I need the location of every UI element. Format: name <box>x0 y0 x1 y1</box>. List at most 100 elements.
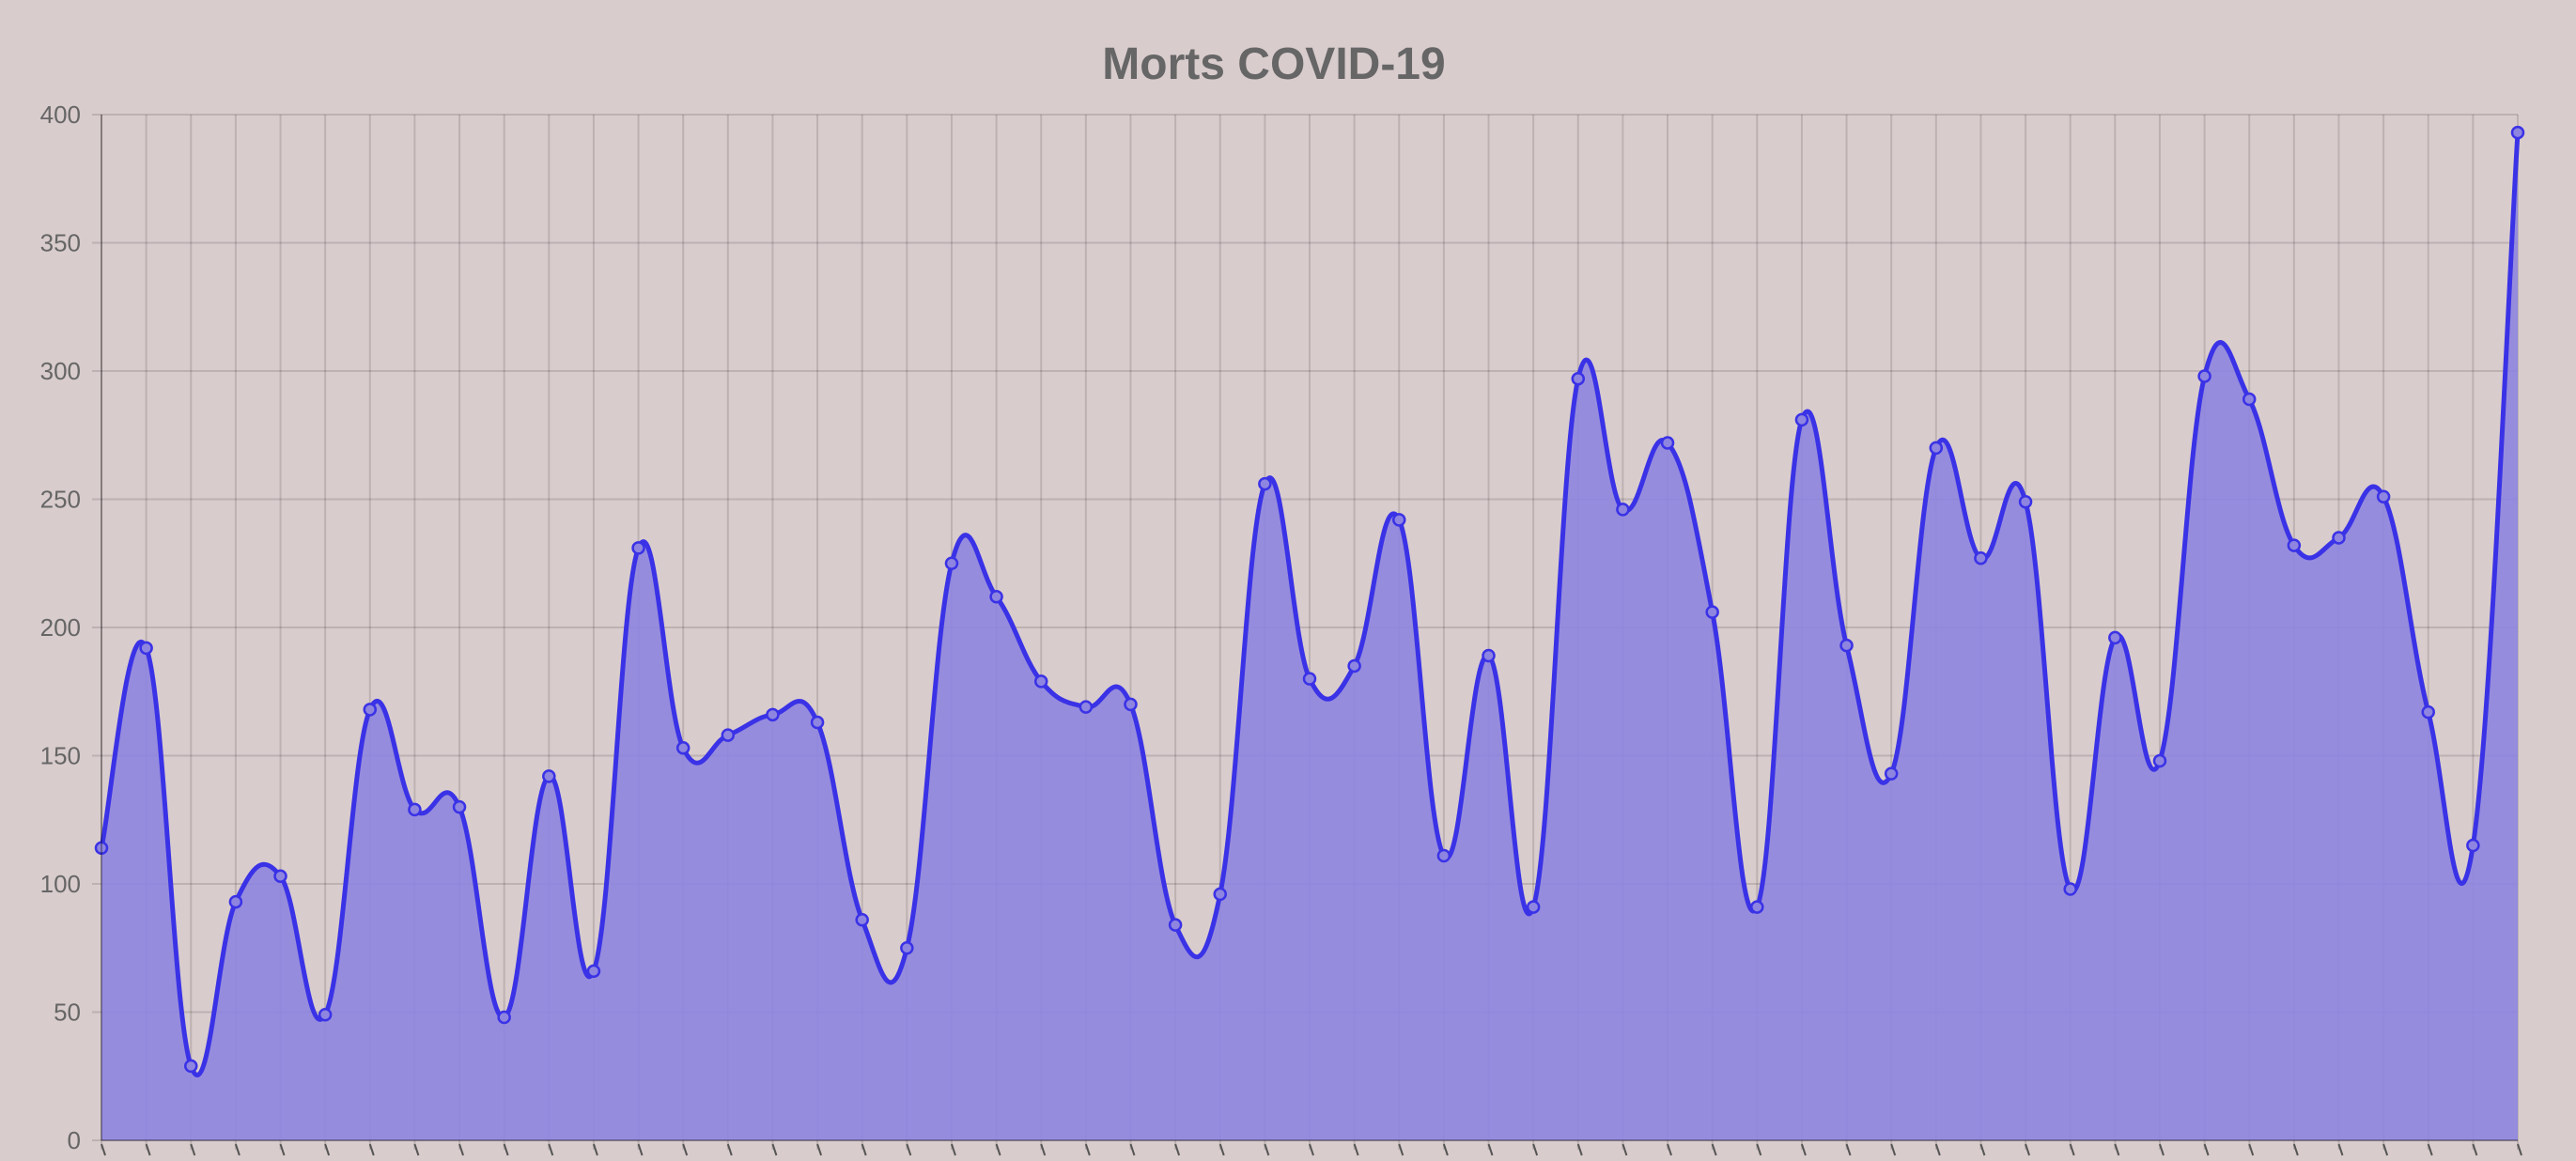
data-point <box>675 741 691 755</box>
x-tick-mark <box>726 1143 733 1156</box>
x-tick-mark <box>2203 1143 2210 1156</box>
data-point <box>1660 436 1675 450</box>
y-tick-label: 0 <box>68 1126 81 1154</box>
x-tick-mark <box>1398 1143 1404 1156</box>
data-point <box>586 964 601 979</box>
x-tick-mark <box>1934 1143 1941 1156</box>
data-point <box>1750 900 1764 914</box>
data-point <box>1392 513 1406 527</box>
y-tick-label: 200 <box>40 613 81 642</box>
x-tick-mark <box>2292 1143 2299 1156</box>
x-tick-mark <box>101 1143 106 1156</box>
data-point <box>855 912 869 927</box>
x-tick-mark <box>1442 1143 1449 1156</box>
x-tick-mark <box>1576 1143 1583 1156</box>
data-point <box>721 728 736 742</box>
data-point <box>1884 766 1899 781</box>
x-tick-mark <box>1174 1143 1181 1156</box>
data-point <box>497 1010 511 1025</box>
x-tick-mark <box>1532 1143 1539 1156</box>
x-tick-mark <box>2427 1143 2433 1156</box>
x-tick-mark <box>951 1143 956 1156</box>
data-point <box>2063 882 2077 896</box>
data-point <box>900 941 914 955</box>
x-tick-mark <box>1040 1143 1047 1156</box>
x-tick-mark <box>1309 1143 1314 1156</box>
x-tick-mark <box>1264 1143 1270 1156</box>
x-tick-mark <box>2248 1143 2255 1156</box>
data-point <box>184 1059 198 1074</box>
data-point <box>810 715 825 730</box>
data-point <box>1616 503 1630 517</box>
data-point <box>1168 918 1183 932</box>
y-tick-label: 100 <box>40 870 81 898</box>
axes <box>101 115 2518 1141</box>
data-point <box>1079 700 1094 714</box>
x-tick-mark <box>2069 1143 2075 1156</box>
y-tick-label: 250 <box>40 486 81 514</box>
data-point <box>1436 848 1451 863</box>
x-tick-mark <box>279 1143 286 1156</box>
data-point <box>766 707 780 722</box>
data-point <box>2510 125 2525 140</box>
data-point <box>989 589 1003 604</box>
x-tick-mark <box>682 1143 689 1156</box>
x-tick-mark <box>2337 1143 2344 1156</box>
data-point <box>1839 638 1854 653</box>
y-tick-label: 350 <box>40 229 81 257</box>
x-tick-mark <box>324 1143 331 1156</box>
x-tick-mark <box>2114 1143 2120 1156</box>
x-tick-mark <box>1800 1143 1807 1156</box>
x-tick-mark <box>861 1143 867 1156</box>
y-tick-label: 400 <box>40 101 81 129</box>
x-tick-mark <box>503 1143 509 1156</box>
y-tick-label: 150 <box>40 742 81 770</box>
data-point <box>1302 672 1317 686</box>
x-tick-mark <box>1129 1143 1136 1156</box>
x-tick-mark <box>592 1143 598 1156</box>
data-point <box>1974 551 1988 565</box>
data-point <box>2242 392 2257 407</box>
x-tick-mark <box>816 1143 823 1156</box>
x-tick-mark <box>995 1143 1001 1156</box>
data-point <box>1571 371 1586 386</box>
x-axis-ticks <box>101 1143 2522 1156</box>
data-point <box>2152 753 2167 768</box>
data-point <box>1258 476 1272 491</box>
data-point <box>1124 697 1138 712</box>
data-point <box>1347 658 1361 673</box>
x-tick-mark <box>1845 1143 1852 1156</box>
data-point <box>1213 887 1227 902</box>
data-point <box>363 703 378 717</box>
x-tick-mark <box>234 1143 241 1156</box>
x-tick-mark <box>145 1143 151 1156</box>
data-point <box>2108 630 2122 645</box>
x-tick-mark <box>1084 1143 1091 1156</box>
data-points <box>94 125 2525 1074</box>
chart-title: Morts COVID-19 <box>1102 39 1445 89</box>
series-area <box>101 132 2518 1141</box>
data-point <box>2376 489 2391 504</box>
data-point <box>1526 900 1541 914</box>
x-tick-mark <box>413 1143 420 1156</box>
data-point <box>2421 704 2435 720</box>
x-tick-mark <box>2382 1143 2389 1156</box>
x-tick-mark <box>1218 1143 1225 1156</box>
data-point <box>631 541 645 555</box>
data-point <box>1033 674 1048 689</box>
data-point <box>273 869 287 884</box>
x-tick-mark <box>368 1143 375 1156</box>
x-tick-mark <box>2159 1143 2165 1156</box>
x-tick-mark <box>2472 1143 2478 1156</box>
data-point <box>1794 412 1809 427</box>
data-point <box>2197 369 2211 383</box>
x-tick-mark <box>1487 1143 1494 1156</box>
x-tick-mark <box>771 1143 778 1156</box>
data-point <box>2466 838 2480 853</box>
x-tick-mark <box>1353 1143 1359 1156</box>
x-tick-mark <box>1890 1143 1897 1156</box>
data-point <box>452 799 467 814</box>
data-point <box>542 769 556 783</box>
data-point <box>94 841 109 856</box>
